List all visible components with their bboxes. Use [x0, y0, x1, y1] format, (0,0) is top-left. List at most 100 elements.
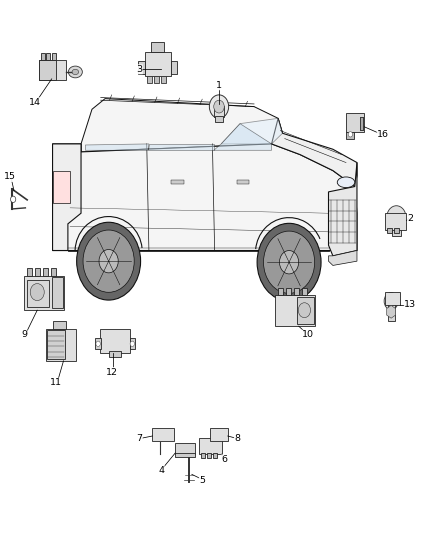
Bar	[210, 428, 228, 441]
Text: 15: 15	[4, 173, 16, 181]
Bar	[43, 268, 48, 276]
Bar	[53, 171, 70, 203]
Bar	[346, 132, 354, 139]
Bar	[388, 300, 395, 321]
Bar	[346, 113, 364, 132]
Bar	[207, 453, 211, 458]
Circle shape	[298, 303, 311, 318]
Bar	[294, 288, 299, 295]
Circle shape	[130, 341, 134, 346]
Bar	[161, 76, 166, 83]
Bar	[109, 351, 121, 357]
Bar	[100, 329, 130, 353]
Bar	[95, 338, 101, 349]
Bar	[147, 76, 152, 83]
Polygon shape	[214, 124, 272, 150]
Bar	[385, 292, 400, 305]
Circle shape	[384, 293, 398, 310]
Circle shape	[387, 206, 406, 229]
Bar	[387, 228, 392, 233]
Text: 16: 16	[377, 130, 389, 139]
Bar	[46, 329, 76, 361]
Bar	[145, 52, 171, 76]
Circle shape	[279, 251, 299, 274]
Bar	[52, 53, 56, 60]
Text: 4: 4	[158, 466, 164, 474]
Bar	[53, 321, 66, 329]
Text: 3: 3	[136, 65, 142, 74]
Circle shape	[77, 222, 141, 300]
Bar	[297, 297, 314, 324]
Bar	[52, 277, 63, 308]
Circle shape	[264, 231, 314, 293]
Text: 9: 9	[21, 330, 27, 339]
Bar	[394, 228, 399, 233]
Bar	[171, 61, 177, 74]
Bar	[213, 453, 217, 458]
Polygon shape	[328, 163, 357, 256]
Bar	[46, 53, 50, 60]
Polygon shape	[85, 144, 149, 150]
Bar	[215, 116, 223, 122]
Ellipse shape	[72, 69, 78, 75]
Polygon shape	[81, 99, 283, 152]
Circle shape	[348, 132, 353, 137]
Bar	[154, 76, 159, 83]
Circle shape	[11, 196, 16, 203]
Polygon shape	[221, 118, 283, 144]
Bar	[360, 117, 363, 130]
Text: 6: 6	[221, 455, 227, 464]
Ellipse shape	[337, 177, 355, 188]
Text: 2: 2	[407, 214, 413, 223]
Text: 8: 8	[234, 434, 240, 442]
Text: 14: 14	[29, 98, 41, 107]
Bar	[138, 61, 145, 74]
Text: 11: 11	[50, 378, 62, 387]
Text: 5: 5	[199, 477, 205, 485]
Bar	[130, 338, 135, 349]
Bar	[275, 295, 315, 326]
Bar	[51, 268, 56, 276]
Bar	[35, 268, 40, 276]
Circle shape	[209, 95, 229, 118]
Bar	[47, 330, 65, 359]
Bar	[278, 288, 283, 295]
Polygon shape	[328, 251, 357, 265]
Bar	[360, 117, 363, 130]
Circle shape	[99, 249, 118, 273]
Bar	[39, 60, 56, 80]
Bar	[214, 106, 224, 117]
Text: 10: 10	[301, 330, 314, 339]
Bar	[39, 60, 66, 80]
Bar	[302, 288, 307, 295]
Bar	[151, 42, 164, 52]
Ellipse shape	[68, 66, 82, 78]
Polygon shape	[53, 144, 81, 251]
Circle shape	[257, 223, 321, 301]
Polygon shape	[272, 118, 357, 187]
Polygon shape	[53, 144, 357, 251]
Bar	[286, 288, 291, 295]
Text: 7: 7	[136, 434, 142, 442]
Bar	[392, 215, 401, 236]
Bar	[41, 53, 45, 60]
Text: 13: 13	[404, 301, 417, 309]
Circle shape	[96, 341, 100, 346]
Bar	[24, 276, 64, 310]
Bar	[152, 428, 174, 441]
Circle shape	[214, 100, 224, 113]
Bar	[199, 438, 222, 454]
Circle shape	[30, 284, 44, 301]
Bar	[175, 453, 195, 457]
Text: 12: 12	[106, 368, 118, 376]
Bar	[27, 268, 32, 276]
Circle shape	[83, 230, 134, 292]
Polygon shape	[148, 144, 214, 150]
Bar	[385, 213, 406, 230]
Text: 1: 1	[216, 81, 222, 90]
Bar	[27, 280, 49, 307]
Bar	[175, 443, 195, 454]
Bar	[360, 117, 363, 130]
Bar	[201, 453, 205, 458]
Bar	[171, 180, 184, 184]
